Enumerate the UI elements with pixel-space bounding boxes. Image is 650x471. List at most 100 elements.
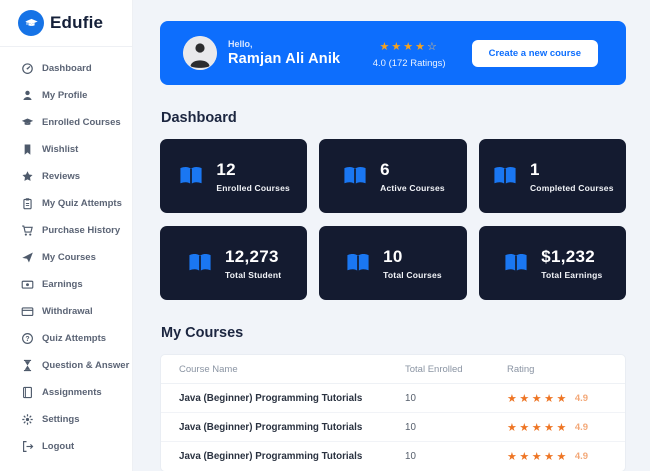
sidebar-item-wishlist[interactable]: Wishlist — [0, 136, 132, 163]
sidebar-item-settings[interactable]: Settings — [0, 406, 132, 433]
courses-table-body: Java (Beginner) Programming Tutorials 10… — [161, 384, 625, 471]
stat-value: 1 — [530, 160, 614, 180]
cash-icon — [21, 278, 34, 291]
sidebar-item-my-courses[interactable]: My Courses — [0, 244, 132, 271]
create-course-button[interactable]: Create a new course — [472, 40, 598, 67]
logout-icon — [21, 440, 34, 453]
graduation-cap-icon — [21, 116, 34, 129]
sidebar-nav: Dashboard My Profile Enrolled Courses Wi… — [0, 47, 132, 460]
course-row[interactable]: Java (Beginner) Programming Tutorials 10… — [161, 442, 625, 471]
sidebar-item-label: Withdrawal — [42, 306, 93, 317]
star-filled-icon: ★ — [391, 40, 403, 53]
sidebar-item-assignments[interactable]: Assignments — [0, 379, 132, 406]
sidebar-item-withdrawal[interactable]: Withdrawal — [0, 298, 132, 325]
sidebar-item-purchase-history[interactable]: Purchase History — [0, 217, 132, 244]
courses-table-header: Course Name Total Enrolled Rating — [161, 355, 625, 384]
rating-stars-icon: ★★★★★ — [507, 392, 569, 405]
stat-value: 6 — [380, 160, 445, 180]
column-rating: Rating — [507, 364, 607, 375]
star-filled-icon: ★ — [415, 40, 427, 53]
sidebar-item-my-quiz-attempts[interactable]: My Quiz Attempts — [0, 190, 132, 217]
rating-stars-icon: ★★★★★ — [507, 421, 569, 434]
brand-logo[interactable]: Edufie — [0, 0, 132, 47]
course-total-enrolled: 10 — [405, 451, 507, 462]
sidebar-item-logout[interactable]: Logout — [0, 433, 132, 460]
stat-label: Active Courses — [380, 183, 445, 193]
paper-plane-icon — [21, 251, 34, 264]
rating-value: 4.9 — [575, 393, 588, 404]
stat-label: Total Student — [225, 270, 281, 280]
rating-stars-icon: ★★★★★ — [507, 450, 569, 463]
sidebar-item-label: Enrolled Courses — [42, 117, 121, 128]
course-name: Java (Beginner) Programming Tutorials — [179, 422, 405, 433]
stat-label: Total Earnings — [541, 270, 602, 280]
rating-value: 4.9 — [575, 451, 588, 462]
stat-label: Enrolled Courses — [216, 183, 290, 193]
sidebar: Edufie Dashboard My Profile Enrolled Cou… — [0, 0, 133, 471]
courses-table: Course Name Total Enrolled Rating Java (… — [160, 354, 626, 471]
sidebar-item-my-profile[interactable]: My Profile — [0, 82, 132, 109]
star-outline-icon: ☆ — [427, 40, 439, 53]
dashboard-title: Dashboard — [161, 110, 626, 126]
stat-card-total-student: 12,273 Total Student — [160, 226, 307, 300]
column-course-name: Course Name — [179, 364, 405, 375]
brand-name: Edufie — [50, 13, 103, 33]
sidebar-item-dashboard[interactable]: Dashboard — [0, 55, 132, 82]
my-courses-title: My Courses — [161, 325, 626, 341]
question-circle-icon: ? — [21, 332, 34, 345]
star-filled-icon: ★ — [379, 40, 391, 53]
shopping-cart-icon — [21, 224, 34, 237]
clipboard-icon — [21, 197, 34, 210]
stat-card-active-courses: 6 Active Courses — [319, 139, 466, 213]
sidebar-item-label: Assignments — [42, 387, 102, 398]
open-book-icon — [186, 252, 214, 275]
stat-label: Completed Courses — [530, 183, 614, 193]
rating-text: 4.0 (172 Ratings) — [373, 58, 446, 69]
sidebar-item-quiz-attempts[interactable]: ? Quiz Attempts — [0, 325, 132, 352]
credit-card-icon — [21, 305, 34, 318]
dashboard-gauge-icon — [21, 62, 34, 75]
open-book-icon — [491, 165, 519, 188]
greeting-banner: Hello, Ramjan Ali Anik ★★★★☆ 4.0 (172 Ra… — [160, 21, 626, 85]
sidebar-item-question-answer[interactable]: Question & Answer — [0, 352, 132, 379]
graduation-cap-logo-icon — [18, 10, 44, 36]
course-rating: ★★★★★ 4.9 — [507, 450, 607, 463]
sidebar-item-label: My Courses — [42, 252, 96, 263]
sidebar-item-label: Settings — [42, 414, 79, 425]
course-name: Java (Beginner) Programming Tutorials — [179, 393, 405, 404]
stat-card-total-courses: 10 Total Courses — [319, 226, 466, 300]
course-row[interactable]: Java (Beginner) Programming Tutorials 10… — [161, 413, 625, 442]
sidebar-item-enrolled-courses[interactable]: Enrolled Courses — [0, 109, 132, 136]
course-row[interactable]: Java (Beginner) Programming Tutorials 10… — [161, 384, 625, 413]
greeting-block: Hello, Ramjan Ali Anik — [228, 39, 340, 67]
sidebar-item-label: Earnings — [42, 279, 83, 290]
hourglass-icon — [21, 359, 34, 372]
column-total-enrolled: Total Enrolled — [405, 364, 507, 375]
star-filled-icon: ★ — [403, 40, 415, 53]
sidebar-item-label: Dashboard — [42, 63, 92, 74]
greeting-label: Hello, — [228, 39, 340, 49]
course-total-enrolled: 10 — [405, 393, 507, 404]
stat-value: 12,273 — [225, 247, 281, 267]
open-book-icon — [341, 165, 369, 188]
gear-icon — [21, 413, 34, 426]
stat-card-completed-courses: 1 Completed Courses — [479, 139, 626, 213]
main-content: Hello, Ramjan Ali Anik ★★★★☆ 4.0 (172 Ra… — [133, 0, 650, 471]
sidebar-item-reviews[interactable]: Reviews — [0, 163, 132, 190]
course-name: Java (Beginner) Programming Tutorials — [179, 451, 405, 462]
sidebar-item-label: Purchase History — [42, 225, 120, 236]
user-name: Ramjan Ali Anik — [228, 51, 340, 67]
svg-text:?: ? — [25, 336, 29, 343]
sidebar-item-earnings[interactable]: Earnings — [0, 271, 132, 298]
sidebar-item-label: Logout — [42, 441, 74, 452]
sidebar-item-label: Question & Answer — [42, 360, 129, 371]
course-total-enrolled: 10 — [405, 422, 507, 433]
open-book-icon — [177, 165, 205, 188]
stat-value: $1,232 — [541, 247, 602, 267]
avatar — [183, 36, 217, 70]
stat-card-total-earnings: $1,232 Total Earnings — [479, 226, 626, 300]
star-icon — [21, 170, 34, 183]
open-book-icon — [502, 252, 530, 275]
bookmark-icon — [21, 143, 34, 156]
stats-grid: 12 Enrolled Courses 6 Active Courses 1 C… — [160, 139, 626, 300]
